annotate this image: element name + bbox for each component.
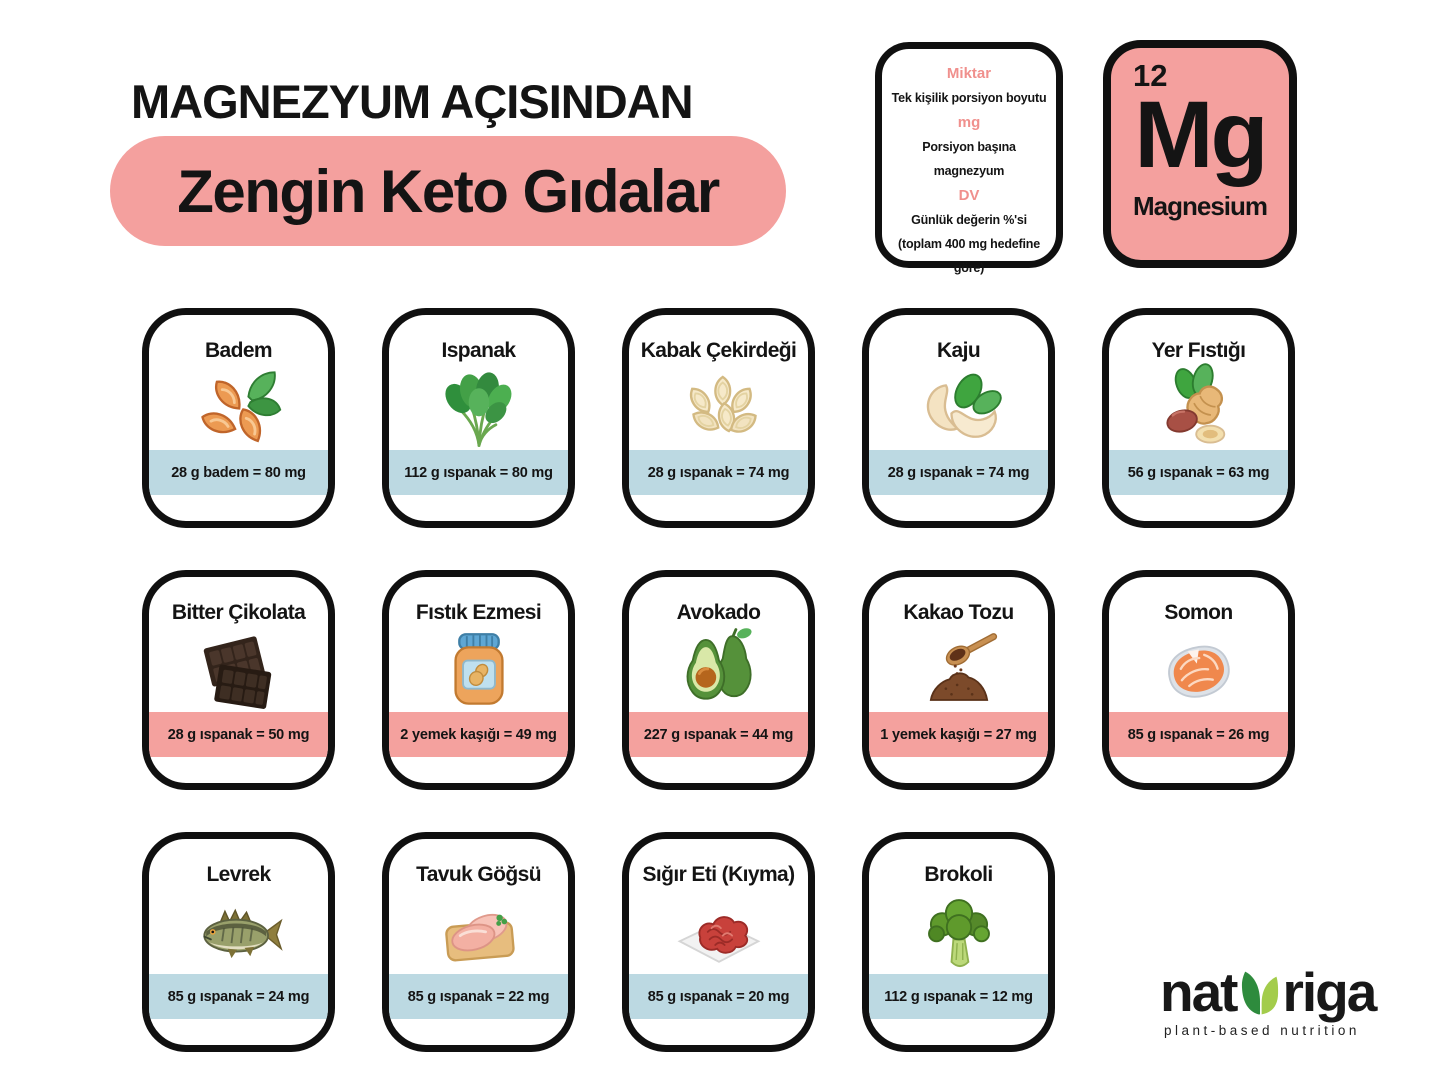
atomic-number: 12 [1133, 58, 1168, 93]
food-name: Badem [204, 339, 273, 362]
food-name: Kabak Çekirdeği [640, 339, 797, 362]
salmon-icon [1109, 623, 1288, 713]
spinach-icon [389, 361, 568, 451]
food-name: Sığır Eti (Kıyma) [642, 863, 796, 886]
food-card: Levrek 85 g ıspanak = 24 mg [142, 832, 335, 1052]
food-serving-text: 85 g ıspanak = 22 mg [407, 988, 550, 1005]
food-serving-text: 28 g ıspanak = 74 mg [887, 464, 1030, 481]
peanut-icon [1109, 361, 1288, 451]
page-title: Zengin Keto Gıdalar [177, 157, 720, 225]
food-name: Tavuk Göğsü [416, 863, 541, 886]
food-serving-banner: 85 g ıspanak = 20 mg [629, 974, 808, 1019]
food-card: Kabak Çekirdeği 28 g ıspanak = 74 mg [622, 308, 815, 528]
food-card: Avokado 227 g ıspanak = 44 mg [622, 570, 815, 790]
food-name: Bitter Çikolata [171, 601, 306, 624]
food-name: Brokoli [924, 863, 993, 886]
food-serving-text: 28 g ıspanak = 50 mg [167, 726, 310, 743]
food-name: Kakao Tozu [903, 601, 1014, 624]
food-name: Avokado [676, 601, 761, 624]
legend-description: Tek kişilik porsiyon boyutu [891, 91, 1047, 105]
legend-box: Miktar Tek kişilik porsiyon boyutu mg Porsi… [875, 42, 1063, 275]
avocado-icon [629, 623, 808, 713]
food-serving-banner: 85 g ıspanak = 24 mg [149, 974, 328, 1019]
food-serving-banner: 227 g ıspanak = 44 mg [629, 712, 808, 757]
food-card: Kaju 28 g ıspanak = 74 mg [862, 308, 1055, 528]
food-serving-banner: 56 g ıspanak = 63 mg [1109, 450, 1288, 495]
food-serving-text: 85 g ıspanak = 26 mg [1127, 726, 1270, 743]
food-card: Somon 85 g ıspanak = 26 mg [1102, 570, 1295, 790]
legend-term: mg [957, 114, 981, 131]
food-name: Fıstık Ezmesi [415, 601, 542, 624]
food-serving-text: 1 yemek kaşığı = 27 mg [880, 726, 1037, 743]
food-serving-text: 28 g badem = 80 mg [171, 464, 306, 481]
food-name: Kaju [936, 339, 981, 362]
food-card: Tavuk Göğsü 85 g ıspanak = 22 mg [382, 832, 575, 1052]
brand-logo: nat riga plant-based nutrition [1160, 961, 1378, 1039]
cashew-icon [869, 361, 1048, 451]
food-serving-banner: 28 g ıspanak = 50 mg [149, 712, 328, 757]
food-name: Somon [1164, 601, 1233, 624]
food-card: Fıstık Ezmesi 2 yemek kaşığı = 49 mg [382, 570, 575, 790]
broccoli-icon [869, 885, 1048, 975]
food-serving-banner: 28 g ıspanak = 74 mg [629, 450, 808, 495]
food-serving-banner: 2 yemek kaşığı = 49 mg [389, 712, 568, 757]
brand-tagline: plant-based nutrition [1164, 1023, 1360, 1039]
food-card: Yer Fıstığı 56 g ıspanak = 63 mg [1102, 308, 1295, 528]
legend-term: DV [958, 187, 980, 204]
food-serving-text: 28 g ıspanak = 74 mg [647, 464, 790, 481]
food-name: Yer Fıstığı [1151, 339, 1246, 362]
brand-prefix: nat [1160, 961, 1238, 1023]
almond-icon [149, 361, 328, 451]
food-serving-banner: 85 g ıspanak = 26 mg [1109, 712, 1288, 757]
legend-term: Miktar [946, 65, 992, 82]
food-card: Sığır Eti (Kıyma) 85 g ıspanak = 20 mg [622, 832, 815, 1052]
food-serving-text: 2 yemek kaşığı = 49 mg [400, 726, 557, 743]
element-name: Magnesium [1132, 191, 1268, 221]
food-serving-text: 85 g ıspanak = 24 mg [167, 988, 310, 1005]
leaf-u-icon [1241, 971, 1278, 1015]
food-card: Ispanak 112 g ıspanak = 80 mg [382, 308, 575, 528]
food-serving-text: 56 g ıspanak = 63 mg [1127, 464, 1270, 481]
food-card: Brokoli 112 g ıspanak = 12 mg [862, 832, 1055, 1052]
food-card: Badem 28 g badem = 80 mg [142, 308, 335, 528]
food-name: Levrek [206, 863, 271, 886]
header-kicker: MAGNEZYUM AÇISINDAN [131, 75, 694, 128]
food-serving-banner: 28 g ıspanak = 74 mg [869, 450, 1048, 495]
cocoa-powder-icon [869, 623, 1048, 713]
food-serving-text: 112 g ıspanak = 12 mg [884, 988, 1033, 1005]
food-serving-banner: 112 g ıspanak = 12 mg [869, 974, 1048, 1019]
peanut-butter-icon [389, 623, 568, 713]
food-serving-text: 85 g ıspanak = 20 mg [647, 988, 790, 1005]
food-serving-text: 112 g ıspanak = 80 mg [404, 464, 553, 481]
food-card-grid: Badem 28 g badem = 80 mg Ispanak 112 g ı… [142, 308, 1295, 1052]
legend-description: Günlük değerin %'si (toplam 400 mg hedef… [898, 213, 1040, 275]
brand-wordmark: nat riga [1160, 961, 1378, 1023]
food-serving-banner: 112 g ıspanak = 80 mg [389, 450, 568, 495]
element-symbol: Mg [1134, 82, 1268, 188]
food-serving-text: 227 g ıspanak = 44 mg [643, 726, 794, 743]
sea-bass-icon [149, 885, 328, 975]
brand-suffix: riga [1282, 961, 1378, 1023]
food-card: Bitter Çikolata 28 g ıspanak = 50 mg [142, 570, 335, 790]
dark-chocolate-icon [149, 623, 328, 713]
food-serving-banner: 1 yemek kaşığı = 27 mg [869, 712, 1048, 757]
pumpkin-seeds-icon [629, 361, 808, 451]
title-pill: Zengin Keto Gıdalar [110, 136, 786, 246]
food-card: Kakao Tozu 1 yemek kaşığı = 27 mg [862, 570, 1055, 790]
legend-description: Porsiyon başına magnezyum [922, 140, 1016, 178]
ground-beef-icon [629, 885, 808, 975]
food-name: Ispanak [441, 339, 516, 362]
magnesium-element-card: 12 Mg Magnesium [1103, 40, 1297, 268]
food-serving-banner: 85 g ıspanak = 22 mg [389, 974, 568, 1019]
food-serving-banner: 28 g badem = 80 mg [149, 450, 328, 495]
chicken-breast-icon [389, 885, 568, 975]
